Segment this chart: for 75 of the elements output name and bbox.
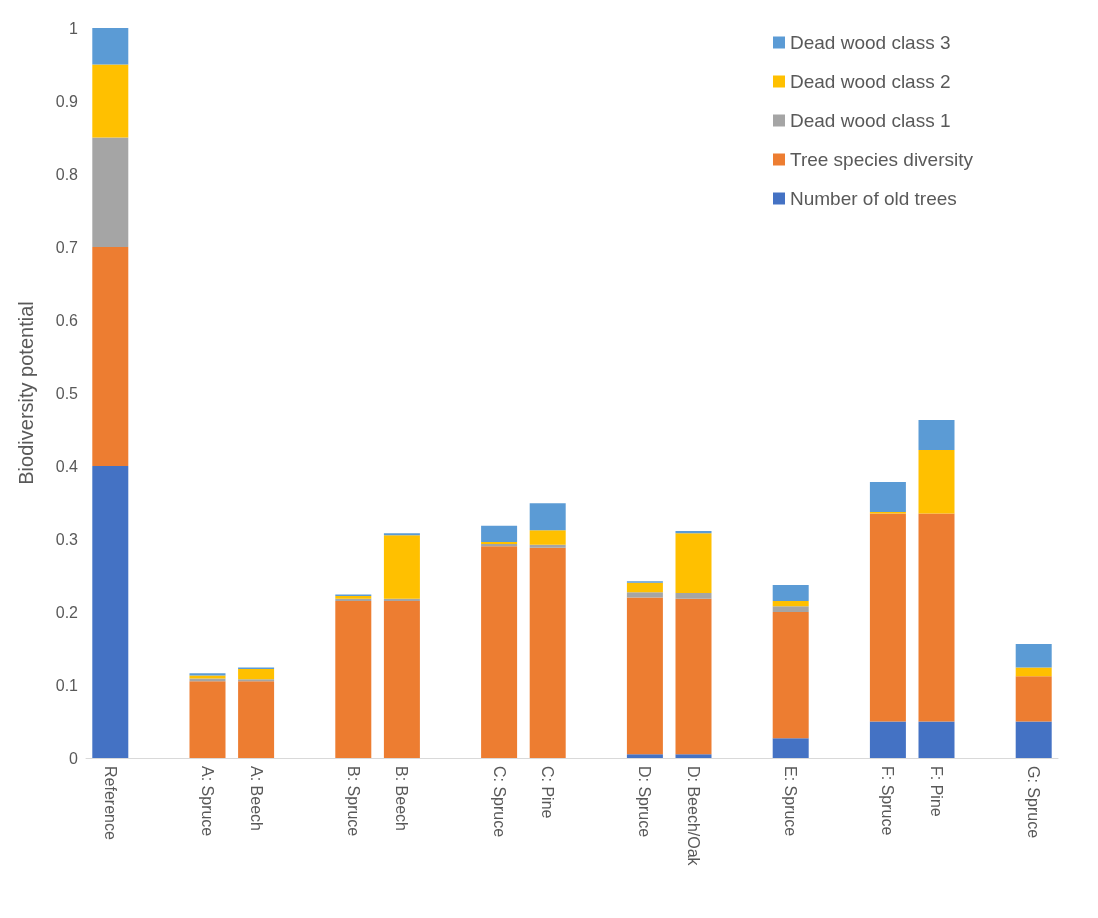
legend-label: Tree species diversity: [789, 149, 974, 170]
bar: [772, 606, 809, 612]
bar: [529, 544, 566, 548]
bar: [675, 530, 712, 534]
bar: [772, 738, 809, 758]
bar: [529, 547, 566, 758]
bar: [92, 137, 129, 247]
y-tick-label: 0.5: [55, 384, 79, 402]
y-tick-label: 0.8: [55, 165, 79, 183]
y-tick-label: 0.1: [55, 676, 79, 694]
bar: [238, 679, 275, 682]
x-tick-label: Reference: [101, 766, 119, 840]
x-tick-label: E: Spruce: [782, 766, 800, 837]
y-tick-label: 0.4: [55, 457, 79, 475]
y-tick-label: 0: [69, 749, 79, 767]
bar: [383, 535, 420, 599]
bar: [626, 597, 663, 755]
bar: [918, 513, 955, 722]
bar: [626, 592, 663, 598]
y-axis-title: Biodiversity potential: [15, 301, 37, 485]
bar: [383, 533, 420, 536]
legend-label: Dead wood class 1: [789, 110, 951, 131]
bar: [675, 593, 712, 599]
legend-label: Dead wood class 2: [789, 71, 951, 92]
bar: [918, 420, 955, 450]
x-tick-label: F: Spruce: [879, 766, 897, 836]
bar: [772, 601, 809, 607]
x-tick-label: A: Beech: [247, 766, 265, 831]
bar: [92, 247, 129, 466]
bar: [869, 721, 906, 758]
bar: [626, 754, 663, 758]
bar: [772, 612, 809, 739]
bar: [918, 721, 955, 758]
bar: [238, 681, 275, 758]
legend-label: Number of old trees: [789, 188, 957, 209]
bar: [1015, 644, 1052, 668]
x-tick-label: B: Beech: [393, 766, 411, 831]
bar: [189, 681, 226, 758]
y-tick-label: 0.6: [55, 311, 79, 329]
bar: [772, 584, 809, 602]
legend-label: Dead wood class 3: [789, 32, 951, 53]
bar: [675, 533, 712, 594]
bar: [918, 449, 955, 514]
y-tick-label: 0.7: [55, 238, 79, 256]
bar: [529, 503, 566, 531]
x-tick-label: A: Spruce: [199, 766, 216, 837]
bar: [383, 601, 420, 758]
x-tick-label: D: Spruce: [636, 766, 654, 838]
y-tick-label: 0.3: [55, 530, 79, 548]
bar: [92, 28, 129, 65]
bar: [481, 546, 518, 758]
x-tick-label: F: Pine: [928, 766, 945, 817]
bar: [1015, 721, 1052, 758]
x-tick-label: C: Spruce: [490, 766, 508, 838]
x-tick-label: B: Spruce: [344, 766, 362, 837]
bar: [626, 582, 663, 593]
bar: [92, 64, 129, 138]
bar: [335, 601, 372, 758]
bar: [675, 754, 712, 758]
y-tick-label: 0.9: [55, 92, 79, 110]
bar: [529, 530, 566, 545]
bar: [481, 525, 518, 542]
bar: [383, 598, 420, 602]
bar: [675, 598, 712, 755]
bar: [1015, 676, 1052, 722]
bar: [869, 482, 906, 512]
bar: [92, 466, 129, 758]
x-tick-label: C: Pine: [539, 766, 557, 819]
y-tick-label: 1: [69, 19, 79, 37]
x-tick-label: D: Beech/Oak: [685, 766, 702, 867]
bar: [1015, 667, 1052, 677]
x-tick-label: G: Spruce: [1025, 766, 1043, 839]
bar: [238, 668, 275, 680]
bar: [869, 513, 906, 722]
y-tick-label: 0.2: [55, 603, 79, 621]
